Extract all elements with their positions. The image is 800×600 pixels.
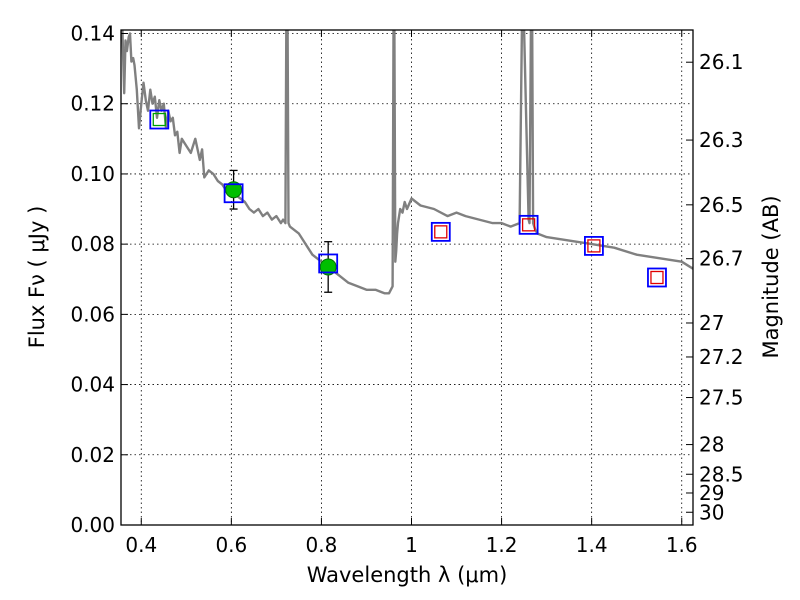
x-tick-label: 0.6 xyxy=(215,533,247,557)
y-tick-label: 0.00 xyxy=(70,513,115,537)
y2-tick-label: 28 xyxy=(699,433,724,457)
inner-point-square xyxy=(650,270,664,285)
y-tick-label: 0.06 xyxy=(70,302,115,326)
x-tick-label: 0.8 xyxy=(306,533,338,557)
y2-tick-label: 26.3 xyxy=(699,128,744,152)
y-tick-label: 0.08 xyxy=(70,232,115,256)
x-tick-label: 1.6 xyxy=(666,533,698,557)
axes: 0.4 0.6 0.8 1 1.2 1.4 1.6 0.00 0.02 0.04 0.06 0.08 0… xyxy=(70,22,743,557)
data-layer xyxy=(121,30,693,295)
y-axis-label: Flux Fν ( μJy ) xyxy=(25,206,49,349)
y2-tick-label: 29 xyxy=(699,481,724,505)
grid-lines xyxy=(121,30,693,526)
y2-tick-label: 27 xyxy=(699,311,724,335)
spectrum-line xyxy=(121,30,693,295)
model-point-square xyxy=(647,267,667,288)
x-tick-label: 1 xyxy=(405,533,418,557)
y2-axis-label: Magnitude (AB) xyxy=(759,195,783,358)
observed-point xyxy=(225,181,243,199)
y-tick-label: 0.12 xyxy=(70,92,115,116)
y-tick-label: 0.10 xyxy=(70,162,115,186)
x-axis-label: Wavelength λ (μm) xyxy=(307,563,508,587)
model-point-square xyxy=(518,214,539,235)
model-point-square xyxy=(149,109,170,130)
observed-point xyxy=(319,258,337,276)
x-tick-label: 1.2 xyxy=(486,533,518,557)
plot-frame xyxy=(120,29,694,526)
model-point-square xyxy=(584,236,604,256)
y2-tick-label: 26.1 xyxy=(699,50,744,74)
inner-point-square xyxy=(434,225,448,239)
y2-tick-label: 27.5 xyxy=(699,386,744,410)
y-tick-label: 0.02 xyxy=(70,443,115,467)
x-tick-label: 1.4 xyxy=(576,533,608,557)
y2-tick-label: 27.2 xyxy=(699,345,744,369)
y2-tick-label: 26.7 xyxy=(699,247,744,271)
model-point-square xyxy=(430,221,451,242)
y2-tick-label: 28.5 xyxy=(699,462,744,486)
x-tick-label: 0.4 xyxy=(125,533,157,557)
y-tick-label: 0.14 xyxy=(70,22,115,46)
inner-point-square xyxy=(521,218,536,232)
model-point-square xyxy=(318,253,339,274)
y2-tick-label: 30 xyxy=(699,500,724,524)
y-tick-label: 0.04 xyxy=(70,373,115,397)
inner-point-square xyxy=(587,239,601,253)
model-point-square xyxy=(223,183,244,204)
inner-point-square xyxy=(152,112,166,127)
y2-tick-label: 26.5 xyxy=(699,193,744,217)
